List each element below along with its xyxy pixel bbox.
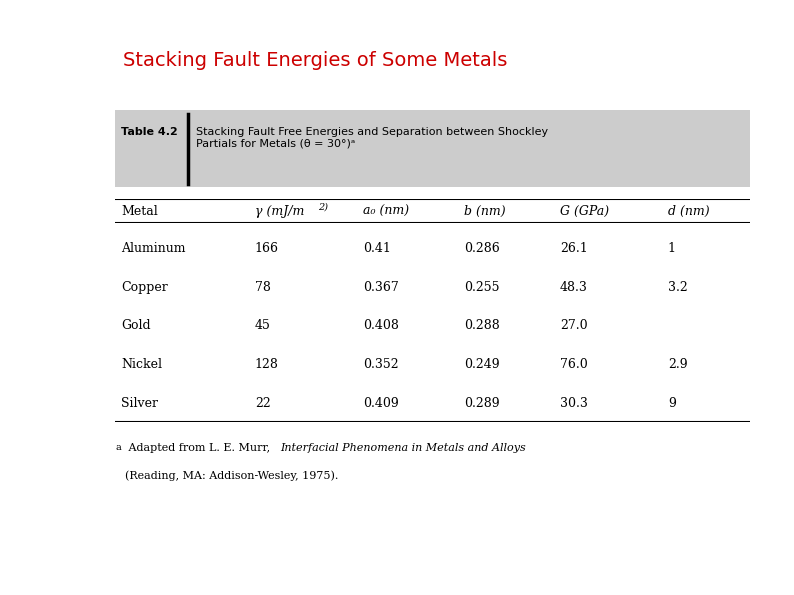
Text: a₀ (nm): a₀ (nm) <box>363 205 409 218</box>
Text: a: a <box>115 443 121 452</box>
Text: 0.255: 0.255 <box>464 281 500 293</box>
Text: 128: 128 <box>255 358 279 371</box>
Text: 0.249: 0.249 <box>464 358 500 371</box>
Text: 0.288: 0.288 <box>464 320 500 332</box>
Text: Gold: Gold <box>121 320 151 332</box>
Text: 9: 9 <box>668 397 676 409</box>
Text: γ (mJ/m: γ (mJ/m <box>255 205 304 218</box>
Text: 0.352: 0.352 <box>363 358 399 371</box>
Text: Nickel: Nickel <box>121 358 163 371</box>
Text: 0.289: 0.289 <box>464 397 500 409</box>
Text: 0.409: 0.409 <box>363 397 399 409</box>
Text: G (GPa): G (GPa) <box>560 205 609 218</box>
Text: Aluminum: Aluminum <box>121 242 186 255</box>
Text: Adapted from L. E. Murr,: Adapted from L. E. Murr, <box>125 443 274 453</box>
Text: d (nm): d (nm) <box>668 205 709 218</box>
Text: 166: 166 <box>255 242 279 255</box>
Text: 27.0: 27.0 <box>560 320 588 332</box>
Text: Interfacial Phenomena in Metals and Alloys: Interfacial Phenomena in Metals and Allo… <box>280 443 526 453</box>
Text: 26.1: 26.1 <box>560 242 588 255</box>
Text: 0.286: 0.286 <box>464 242 500 255</box>
Text: Metal: Metal <box>121 205 158 218</box>
Text: 2): 2) <box>318 202 329 211</box>
Text: Stacking Fault Energies of Some Metals: Stacking Fault Energies of Some Metals <box>123 51 507 70</box>
Text: Copper: Copper <box>121 281 168 293</box>
Text: Stacking Fault Free Energies and Separation between Shockley
Partials for Metals: Stacking Fault Free Energies and Separat… <box>196 127 548 149</box>
Text: 0.367: 0.367 <box>363 281 399 293</box>
Text: 30.3: 30.3 <box>560 397 588 409</box>
Text: 0.41: 0.41 <box>363 242 391 255</box>
Text: 3.2: 3.2 <box>668 281 688 293</box>
Text: Table 4.2: Table 4.2 <box>121 127 178 137</box>
Text: b (nm): b (nm) <box>464 205 506 218</box>
Text: 78: 78 <box>255 281 271 293</box>
Text: 1: 1 <box>668 242 676 255</box>
Text: 45: 45 <box>255 320 271 332</box>
Text: (Reading, MA: Addison-Wesley, 1975).: (Reading, MA: Addison-Wesley, 1975). <box>125 470 339 481</box>
Text: 76.0: 76.0 <box>560 358 588 371</box>
Text: 22: 22 <box>255 397 271 409</box>
Text: Silver: Silver <box>121 397 159 409</box>
Text: 48.3: 48.3 <box>560 281 588 293</box>
Text: 2.9: 2.9 <box>668 358 688 371</box>
Text: 0.408: 0.408 <box>363 320 399 332</box>
